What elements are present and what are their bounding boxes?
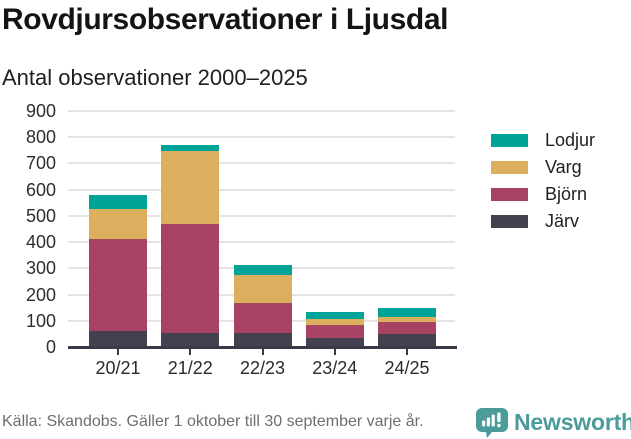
bar-segment-varg-20-21 (89, 208, 147, 240)
legend-label: Varg (545, 157, 582, 177)
legend: Lodjur Varg Björn Järv (491, 130, 595, 238)
bar-segment-järv-21-22 (161, 332, 220, 347)
gridline (68, 214, 455, 217)
bar-segment-björn-21-22 (161, 224, 220, 333)
x-axis-line (68, 346, 457, 349)
chart-subtitle: Antal observationer 2000–2025 (2, 65, 308, 90)
legend-item-varg: Varg (491, 157, 595, 178)
bar-segment-björn-20-21 (89, 239, 147, 331)
y-axis-label: 900 (25, 101, 56, 121)
y-axis-label: 0 (45, 337, 56, 357)
y-axis-label: 600 (25, 179, 56, 200)
y-axis-label: 100 (25, 310, 56, 331)
x-axis-tick (333, 349, 336, 355)
bar-segment-varg-23-24 (305, 318, 364, 325)
bar-segment-varg-22-23 (233, 274, 292, 303)
legend-item-järv: Järv (491, 211, 595, 232)
newsworthy-wordmark: Newsworthy (514, 409, 631, 435)
bar-segment-lodjur-24-25 (378, 308, 436, 317)
legend-swatch (491, 215, 528, 228)
legend-item-lodjur: Lodjur (491, 130, 595, 151)
chart-title: Rovdjursobservationer i Ljusdal (2, 3, 449, 36)
gridline (68, 188, 455, 191)
y-axis-label: 400 (25, 232, 56, 253)
legend-label: Björn (545, 184, 588, 204)
bar-segment-björn-22-23 (233, 302, 292, 334)
bar-segment-varg-24-25 (378, 316, 436, 323)
gridline (68, 136, 455, 139)
x-axis-label: 24/25 (384, 358, 430, 378)
bar-segment-björn-24-25 (378, 322, 436, 335)
bar-segment-lodjur-23-24 (305, 311, 364, 319)
y-axis-label: 200 (25, 284, 56, 305)
legend-label: Järv (545, 211, 580, 231)
bar-segment-järv-24-25 (378, 334, 436, 347)
legend-swatch (491, 161, 528, 174)
source-note: Källa: Skandobs. Gäller 1 oktober till 3… (2, 413, 424, 430)
x-axis-tick (406, 349, 408, 355)
bar-segment-björn-23-24 (305, 324, 364, 338)
x-axis-label: 23/24 (312, 358, 358, 378)
y-axis-label: 500 (25, 205, 56, 226)
gridline (68, 162, 455, 165)
newsworthy-logo: Newsworthy (476, 408, 631, 438)
gridline (68, 110, 455, 112)
legend-label: Lodjur (545, 130, 596, 150)
legend-item-björn: Björn (491, 184, 595, 205)
bar-segment-varg-21-22 (161, 150, 220, 225)
bar-segment-järv-20-21 (89, 330, 147, 347)
bar-segment-järv-22-23 (233, 333, 292, 347)
x-axis-label: 22/23 (239, 358, 286, 378)
y-axis-label: 700 (25, 153, 56, 174)
newsworthy-icon (476, 408, 508, 438)
gridline (68, 241, 455, 244)
bar-segment-lodjur-21-22 (161, 144, 220, 151)
legend-swatch (491, 134, 528, 147)
x-axis-tick (189, 349, 192, 355)
legend-swatch (491, 188, 528, 201)
bar-segment-lodjur-20-21 (89, 194, 147, 209)
bar-segment-lodjur-22-23 (233, 264, 292, 275)
x-axis-label: 20/21 (95, 358, 141, 378)
x-axis-label: 21/22 (167, 358, 213, 378)
y-axis-label: 300 (25, 258, 56, 279)
x-axis-tick (117, 349, 119, 355)
x-axis-tick (261, 349, 264, 355)
y-axis-label: 800 (25, 127, 56, 148)
bar-segment-järv-23-24 (305, 337, 364, 347)
